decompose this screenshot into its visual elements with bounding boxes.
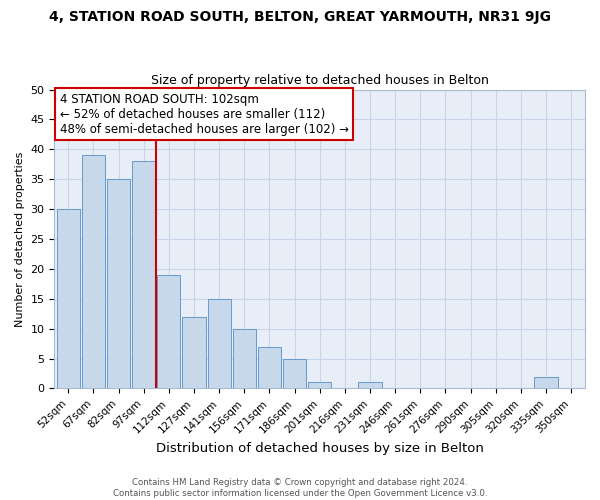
- Text: 4, STATION ROAD SOUTH, BELTON, GREAT YARMOUTH, NR31 9JG: 4, STATION ROAD SOUTH, BELTON, GREAT YAR…: [49, 10, 551, 24]
- Bar: [535, 376, 557, 388]
- Bar: [358, 382, 382, 388]
- Bar: [233, 328, 256, 388]
- Bar: [132, 162, 155, 388]
- Bar: [208, 299, 230, 388]
- Bar: [56, 209, 80, 388]
- Title: Size of property relative to detached houses in Belton: Size of property relative to detached ho…: [151, 74, 488, 87]
- X-axis label: Distribution of detached houses by size in Belton: Distribution of detached houses by size …: [156, 442, 484, 455]
- Bar: [107, 179, 130, 388]
- Y-axis label: Number of detached properties: Number of detached properties: [15, 152, 25, 326]
- Text: 4 STATION ROAD SOUTH: 102sqm
← 52% of detached houses are smaller (112)
48% of s: 4 STATION ROAD SOUTH: 102sqm ← 52% of de…: [60, 92, 349, 136]
- Bar: [182, 316, 206, 388]
- Bar: [308, 382, 331, 388]
- Bar: [157, 275, 181, 388]
- Bar: [283, 358, 306, 388]
- Bar: [258, 346, 281, 389]
- Bar: [82, 156, 105, 388]
- Text: Contains HM Land Registry data © Crown copyright and database right 2024.
Contai: Contains HM Land Registry data © Crown c…: [113, 478, 487, 498]
